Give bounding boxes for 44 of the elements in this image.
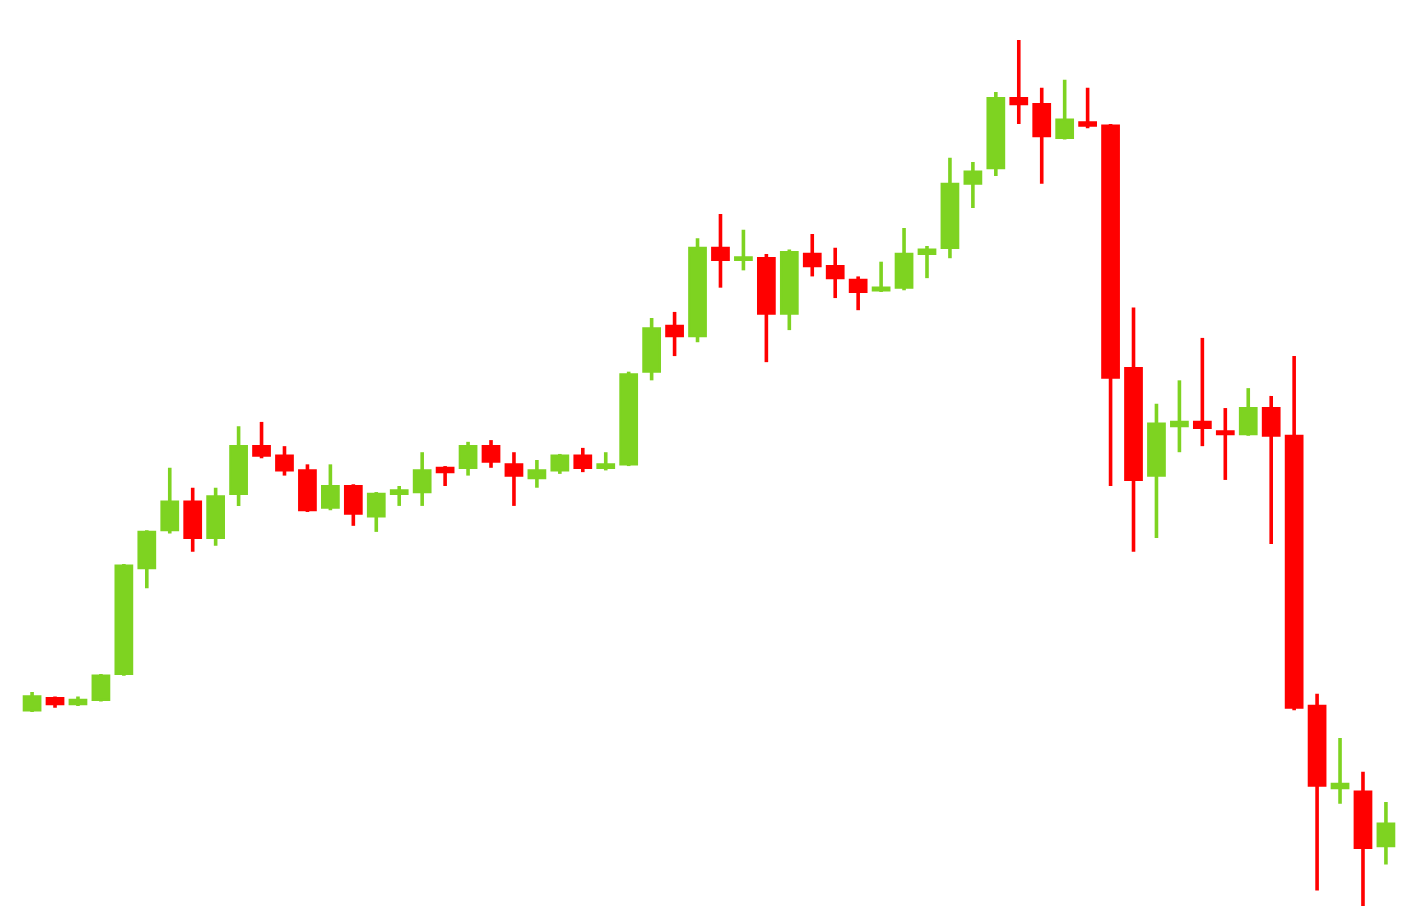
candlestick — [481, 438, 501, 470]
candlestick — [1330, 736, 1350, 806]
candlestick — [183, 485, 203, 554]
candlestick — [665, 310, 684, 358]
candlestick — [1215, 406, 1235, 482]
candlestick — [917, 244, 937, 280]
candlestick — [573, 446, 593, 474]
candlestick — [435, 464, 455, 488]
candlestick — [894, 226, 914, 293]
candlestick — [275, 444, 294, 478]
candlestick — [298, 462, 317, 514]
candlestick — [458, 440, 478, 478]
candlestick — [642, 316, 661, 383]
candlestick — [137, 528, 157, 590]
candlestick — [229, 424, 248, 508]
candlestick — [802, 232, 822, 279]
candlestick — [1078, 85, 1097, 131]
candlestick — [504, 450, 524, 508]
candlestick — [412, 450, 432, 508]
candlestick — [596, 450, 616, 473]
candlestick — [252, 420, 271, 461]
candlestick — [91, 672, 111, 704]
candlestick — [527, 458, 547, 490]
candlestick — [1376, 800, 1396, 867]
candlestick — [1238, 386, 1258, 438]
candlestick — [1032, 85, 1052, 186]
candlestick — [206, 485, 226, 548]
candlestick — [160, 465, 180, 536]
candlestick — [366, 490, 386, 534]
candlestick — [389, 484, 409, 508]
candlestick — [963, 160, 983, 210]
candlestick — [1170, 378, 1189, 455]
candlestick — [1009, 40, 1029, 126]
candlestick — [1192, 336, 1212, 448]
candlestick — [321, 462, 340, 513]
candlestick — [711, 212, 730, 290]
candlestick — [825, 246, 845, 300]
candlestick — [734, 227, 753, 273]
candlestick — [1261, 394, 1281, 546]
candlestick — [848, 274, 868, 312]
candlestick — [1055, 78, 1075, 142]
candlestick — [550, 452, 570, 476]
candlestick — [22, 690, 42, 714]
candlestick — [343, 482, 363, 528]
